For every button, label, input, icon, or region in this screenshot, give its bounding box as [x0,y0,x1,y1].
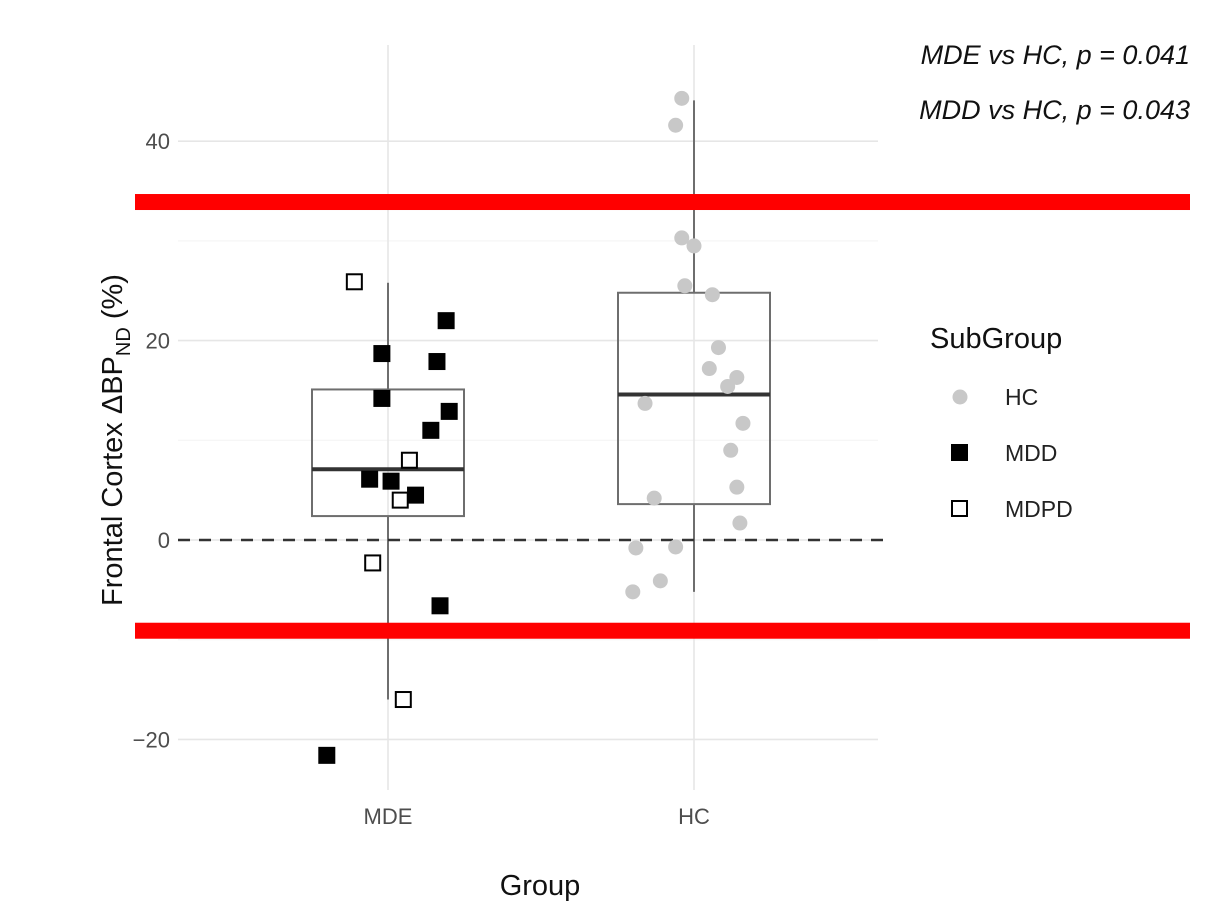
point-hc [701,361,717,377]
point-mdd [382,472,400,490]
point-mdd [422,421,440,439]
box-iqr [311,388,465,518]
legend-title: SubGroup [930,323,1062,355]
y-tick-label: 20 [146,329,170,354]
box-iqr [617,291,771,506]
point-hc [704,287,720,303]
annotation-mdd-vs-hc: MDD vs HC, p = 0.043 [919,95,1190,125]
point-hc [732,515,748,531]
legend: SubGroup HC MDD MDPD [930,323,1073,522]
y-axis-label-suffix: (%) [97,274,129,327]
point-mdd [361,470,379,488]
y-tick-label: 0 [158,528,170,553]
annotation-mde-vs-hc: MDE vs HC, p = 0.041 [921,40,1190,70]
point-hc [686,238,702,254]
legend-key-hc [952,389,968,405]
legend-label-mdpd: MDPD [1005,496,1073,522]
y-axis-ticks: −20 0 20 40 [133,129,170,752]
point-hc [677,278,693,294]
point-hc [729,369,745,385]
point-hc [668,539,684,555]
highlight-line [135,194,1190,211]
point-mdd [431,597,449,615]
point-mdpd [345,273,363,291]
data-points [318,90,751,764]
highlight-lines [135,194,1190,639]
point-mdd [440,402,458,420]
y-tick-label: −20 [133,727,170,752]
point-mdpd [394,691,412,709]
point-mdd [318,746,336,764]
point-mdd [373,389,391,407]
point-hc [625,584,641,600]
point-mdd [437,312,455,330]
y-axis-label-subscript: ND [113,327,135,356]
x-tick-label: MDE [364,804,413,829]
point-hc [637,395,653,411]
point-mdd [407,486,425,504]
point-hc [674,90,690,106]
y-tick-label: 40 [146,129,170,154]
point-hc [720,378,736,394]
legend-label-mdd: MDD [1005,440,1057,466]
x-axis-ticks: MDE HC [364,804,710,829]
y-axis-label-main: Frontal Cortex ΔBP [97,356,129,606]
point-hc [668,117,684,133]
point-mdpd [400,451,418,469]
point-mdpd [364,554,382,572]
point-mdd [428,353,446,371]
highlight-line [135,622,1190,639]
gridlines [178,45,878,790]
point-hc [710,340,726,356]
y-axis-label: Frontal Cortex ΔBPND (%) [97,274,135,606]
point-mdpd [391,491,409,509]
point-hc [652,573,668,589]
x-tick-label: HC [678,804,710,829]
boxplot-mde [311,282,465,700]
legend-key-mdpd [951,500,968,517]
point-hc [646,490,662,506]
point-hc [723,442,739,458]
x-axis-label: Group [500,870,581,902]
point-hc [674,230,690,246]
point-hc [628,540,644,556]
legend-label-hc: HC [1005,384,1038,410]
point-hc [729,479,745,495]
point-mdd [373,345,391,363]
point-hc [735,415,751,431]
legend-key-mdd [951,444,968,461]
